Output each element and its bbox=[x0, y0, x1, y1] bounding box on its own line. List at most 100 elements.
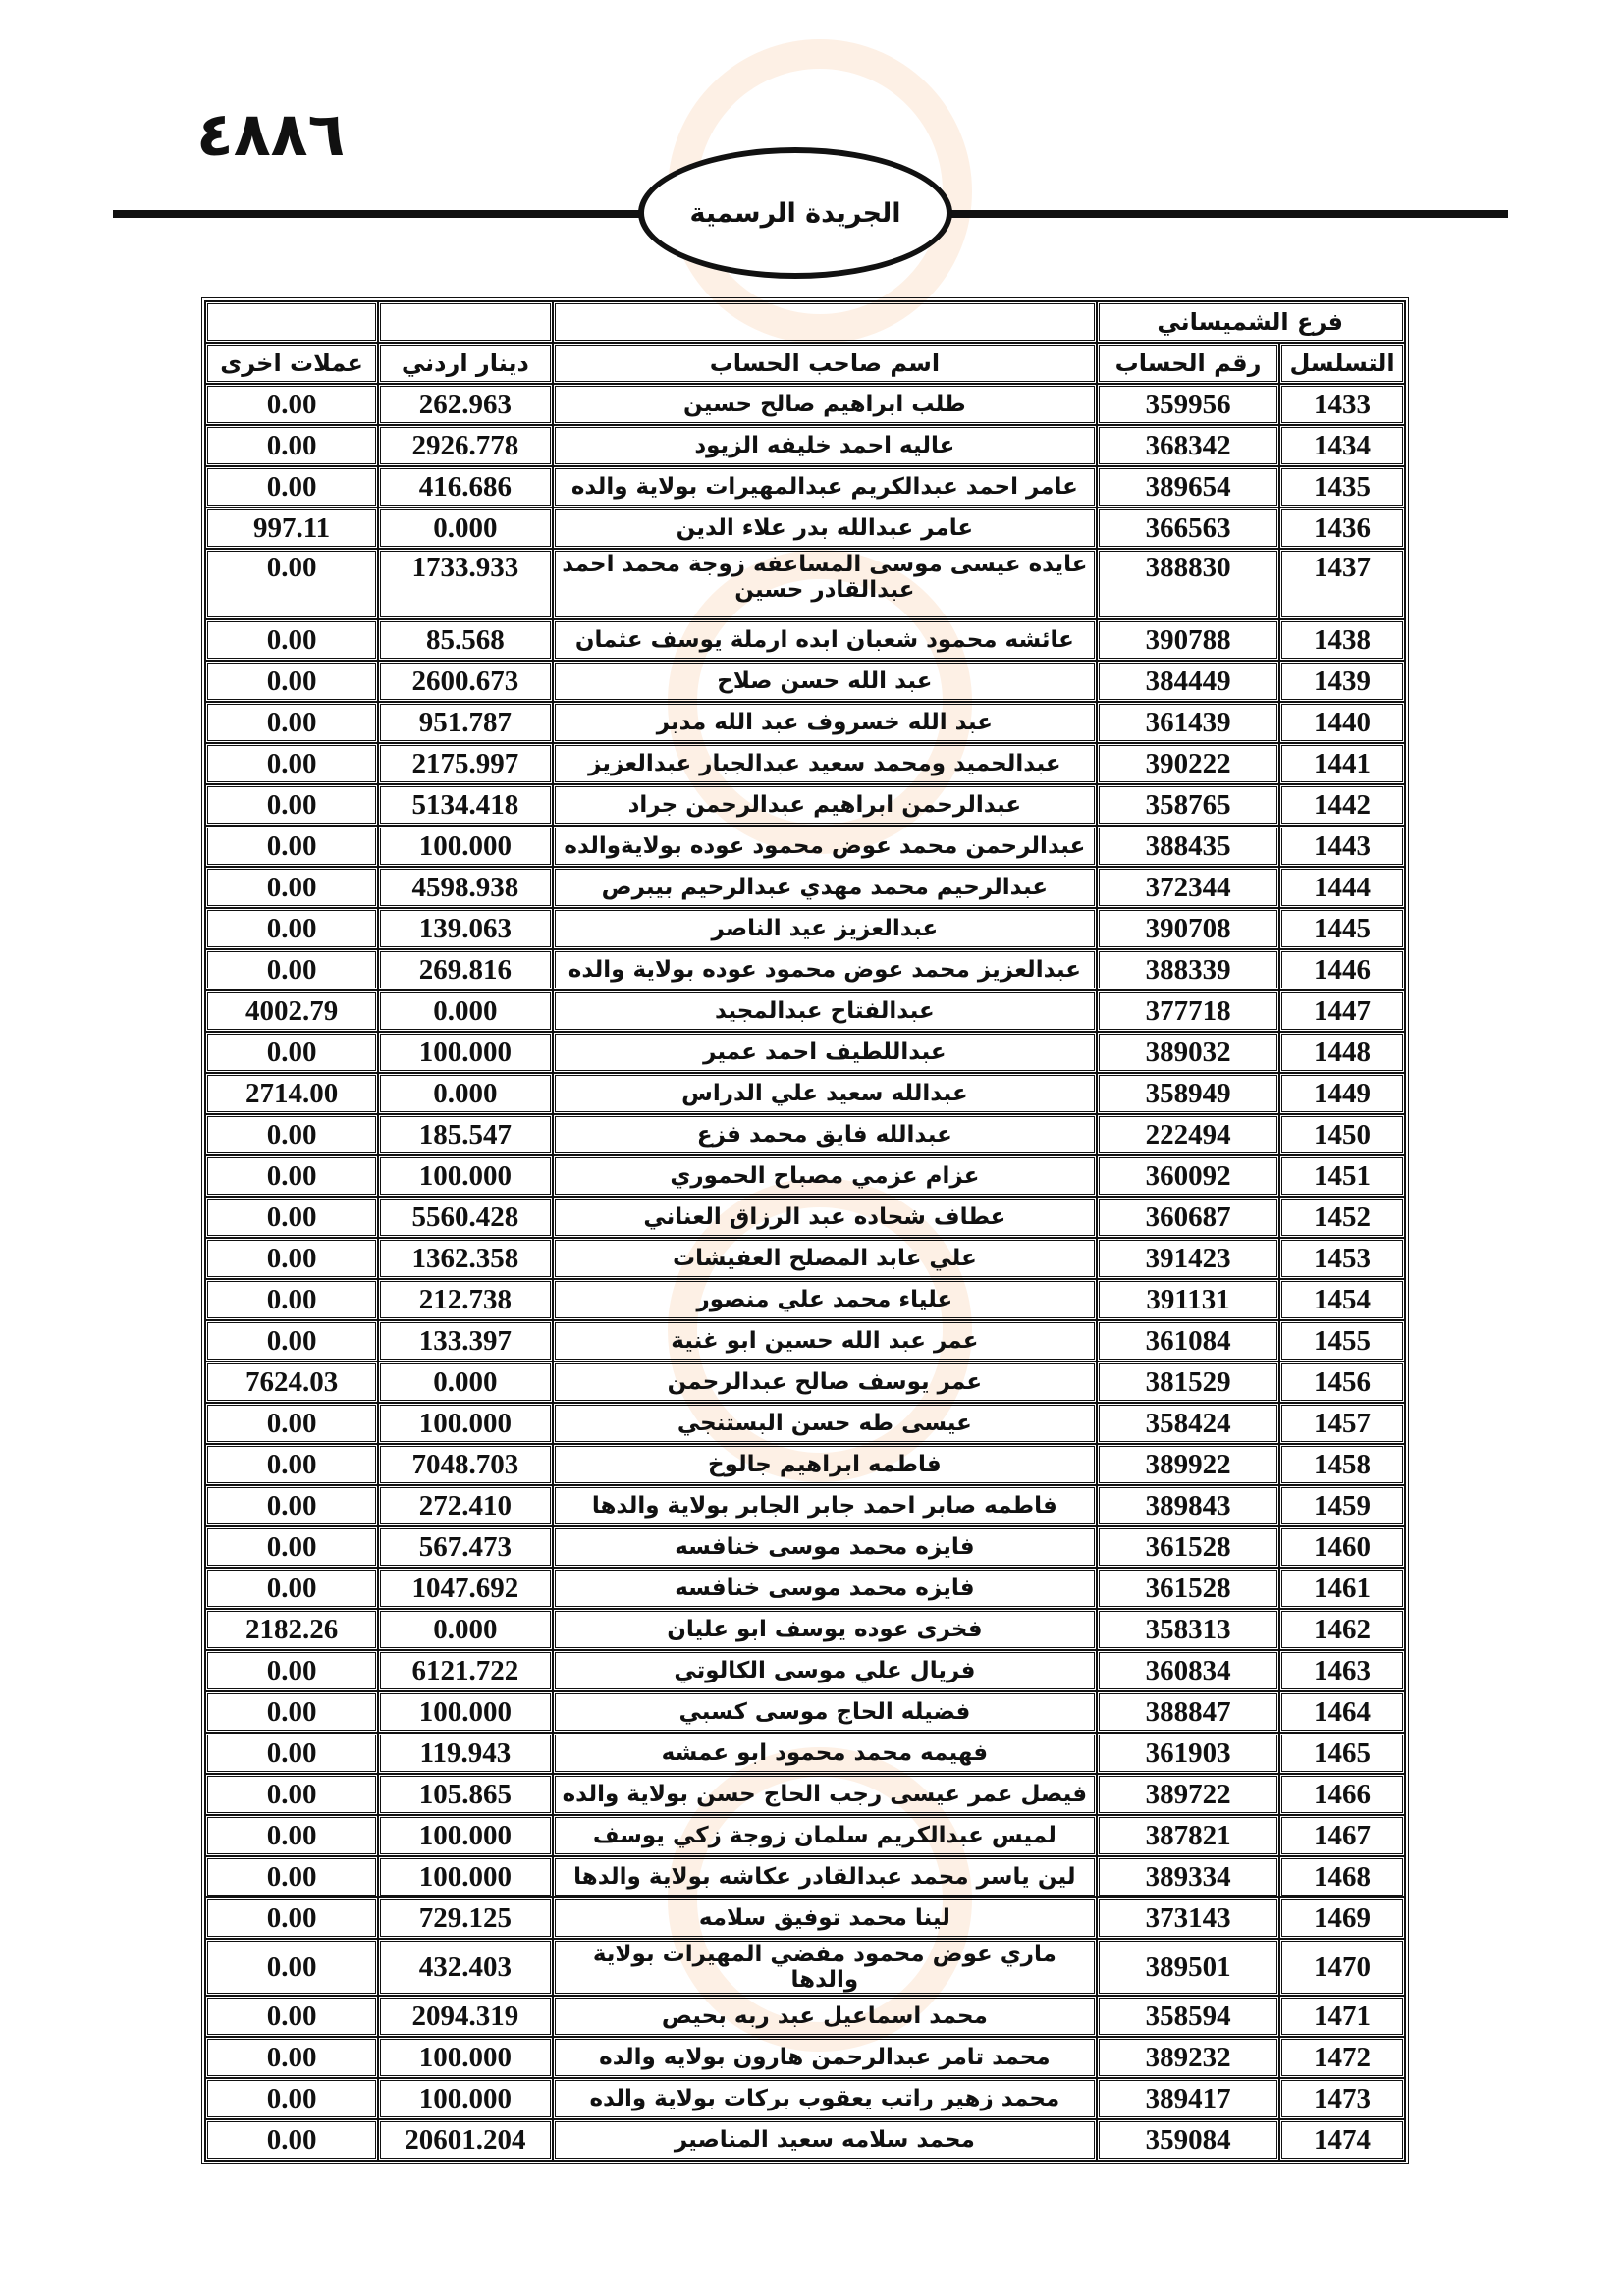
empty-cell bbox=[378, 301, 553, 343]
header-jod: دينار اردني bbox=[378, 343, 553, 384]
cell-account: 360834 bbox=[1097, 1650, 1280, 1691]
table-row: 1435 389654 عامر احمد عبدالكريم عبدالمهيرا… bbox=[205, 466, 1405, 507]
cell-serial: 1462 bbox=[1279, 1609, 1405, 1650]
cell-account: 389501 bbox=[1097, 1939, 1280, 1996]
cell-account: 361084 bbox=[1097, 1320, 1280, 1362]
cell-jod: 20601.204 bbox=[378, 2119, 553, 2161]
cell-serial: 1456 bbox=[1279, 1362, 1405, 1403]
cell-serial: 1443 bbox=[1279, 826, 1405, 867]
cell-name: محمد سلامه سعيد المناصير bbox=[552, 2119, 1098, 2161]
table-row: 1433 359956 طلب ابراهيم صالح حسين 262.963 0.… bbox=[205, 384, 1405, 425]
cell-name: عبدالفتاح عبدالمجيد bbox=[552, 990, 1098, 1032]
masthead-title: الجريدة الرسمية bbox=[689, 197, 901, 229]
cell-name: فاطمه ابراهيم جالوخ bbox=[552, 1444, 1098, 1485]
cell-other: 0.00 bbox=[205, 1939, 379, 1996]
cell-name: ماري عوض محمود مفضي المهيرات بولاية والد… bbox=[552, 1939, 1098, 1996]
cell-account: 381529 bbox=[1097, 1362, 1280, 1403]
cell-other: 0.00 bbox=[205, 466, 379, 507]
cell-other: 0.00 bbox=[205, 784, 379, 826]
cell-jod: 100.000 bbox=[378, 1691, 553, 1733]
cell-name: عيسى طه حسن البستنجي bbox=[552, 1403, 1098, 1444]
cell-serial: 1468 bbox=[1279, 1856, 1405, 1897]
cell-other: 0.00 bbox=[205, 743, 379, 784]
header-serial: التسلسل bbox=[1279, 343, 1405, 384]
table-row: 1455 361084 عمر عبد الله حسين ابو غنية 133.… bbox=[205, 1320, 1405, 1362]
table-row: 1447 377718 عبدالفتاح عبدالمجيد 0.000 4002.7… bbox=[205, 990, 1405, 1032]
cell-serial: 1472 bbox=[1279, 2037, 1405, 2078]
cell-account: 390708 bbox=[1097, 908, 1280, 949]
cell-account: 373143 bbox=[1097, 1897, 1280, 1939]
cell-account: 389417 bbox=[1097, 2078, 1280, 2119]
cell-jod: 105.865 bbox=[378, 1774, 553, 1815]
cell-other: 0.00 bbox=[205, 826, 379, 867]
table-row: 1468 389334 لين ياسر محمد عبدالقادر عكاشه … bbox=[205, 1856, 1405, 1897]
cell-serial: 1433 bbox=[1279, 384, 1405, 425]
cell-jod: 1047.692 bbox=[378, 1568, 553, 1609]
cell-other: 0.00 bbox=[205, 1279, 379, 1320]
branch-name: فرع الشميساني bbox=[1097, 301, 1405, 343]
cell-serial: 1470 bbox=[1279, 1939, 1405, 1996]
cell-serial: 1438 bbox=[1279, 619, 1405, 661]
cell-jod: 432.403 bbox=[378, 1939, 553, 1996]
cell-jod: 100.000 bbox=[378, 1032, 553, 1073]
cell-jod: 100.000 bbox=[378, 2078, 553, 2119]
cell-serial: 1446 bbox=[1279, 949, 1405, 990]
cell-name: عطاف شحاده عبد الرزاق العناني bbox=[552, 1197, 1098, 1238]
cell-jod: 5560.428 bbox=[378, 1197, 553, 1238]
cell-name: عبداللطيف احمد عمير bbox=[552, 1032, 1098, 1073]
cell-name: علي عابد المصلح العفيشات bbox=[552, 1238, 1098, 1279]
cell-jod: 212.738 bbox=[378, 1279, 553, 1320]
cell-jod: 1362.358 bbox=[378, 1238, 553, 1279]
cell-account: 359084 bbox=[1097, 2119, 1280, 2161]
cell-other: 0.00 bbox=[205, 2078, 379, 2119]
cell-account: 377718 bbox=[1097, 990, 1280, 1032]
masthead-oval: الجريدة الرسمية bbox=[638, 147, 952, 279]
page-number: ٤٨٨٦ bbox=[196, 98, 346, 170]
cell-name: عايده عيسى موسى المساعفه زوجة محمد احمد … bbox=[552, 549, 1098, 619]
cell-other: 0.00 bbox=[205, 949, 379, 990]
cell-account: 361903 bbox=[1097, 1733, 1280, 1774]
cell-serial: 1434 bbox=[1279, 425, 1405, 466]
cell-account: 358949 bbox=[1097, 1073, 1280, 1114]
cell-other: 0.00 bbox=[205, 619, 379, 661]
accounts-table: فرع الشميساني التسلسل رقم الحساب اسم صاح… bbox=[201, 297, 1409, 2164]
cell-name: عبدالحميد ومحمد سعيد عبدالجبار عبدالعزيز bbox=[552, 743, 1098, 784]
cell-jod: 100.000 bbox=[378, 1815, 553, 1856]
cell-name: فاطمه صابر احمد جابر الجابر بولاية والده… bbox=[552, 1485, 1098, 1526]
cell-serial: 1463 bbox=[1279, 1650, 1405, 1691]
header-account: رقم الحساب bbox=[1097, 343, 1280, 384]
empty-cell bbox=[205, 301, 379, 343]
cell-other: 0.00 bbox=[205, 1032, 379, 1073]
cell-name: فيصل عمر عيسى رجب الحاج حسن بولاية والده bbox=[552, 1774, 1098, 1815]
table-row: 1465 361903 فهيمه محمد محمود ابو عمشه 119.9… bbox=[205, 1733, 1405, 1774]
cell-other: 2714.00 bbox=[205, 1073, 379, 1114]
table-row: 1443 388435 عبدالرحمن محمد عوض محمود عوده … bbox=[205, 826, 1405, 867]
cell-jod: 2094.319 bbox=[378, 1996, 553, 2037]
cell-name: عبدالله سعيد علي الدراس bbox=[552, 1073, 1098, 1114]
cell-account: 384449 bbox=[1097, 661, 1280, 702]
table-row: 1457 358424 عيسى طه حسن البستنجي 100.000 0.0… bbox=[205, 1403, 1405, 1444]
table-row: 1458 389922 فاطمه ابراهيم جالوخ 7048.703 0.0… bbox=[205, 1444, 1405, 1485]
cell-serial: 1444 bbox=[1279, 867, 1405, 908]
cell-jod: 729.125 bbox=[378, 1897, 553, 1939]
cell-other: 0.00 bbox=[205, 1320, 379, 1362]
cell-jod: 951.787 bbox=[378, 702, 553, 743]
cell-name: لينا محمد توفيق سلامه bbox=[552, 1897, 1098, 1939]
table-row: 1456 381529 عمر يوسف صالح عبدالرحمن 0.000 76… bbox=[205, 1362, 1405, 1403]
cell-jod: 133.397 bbox=[378, 1320, 553, 1362]
cell-jod: 185.547 bbox=[378, 1114, 553, 1155]
header-other: عملات اخرى bbox=[205, 343, 379, 384]
cell-serial: 1436 bbox=[1279, 507, 1405, 549]
cell-other: 0.00 bbox=[205, 1485, 379, 1526]
cell-name: عبد الله حسن صلاح bbox=[552, 661, 1098, 702]
table-row: 1438 390788 عائشه محمود شعبان ابده ارملة ي… bbox=[205, 619, 1405, 661]
cell-name: لميس عبدالكريم سلمان زوجة زكي يوسف bbox=[552, 1815, 1098, 1856]
cell-account: 358313 bbox=[1097, 1609, 1280, 1650]
cell-name: عبدالعزيز محمد عوض محمود عوده بولاية وال… bbox=[552, 949, 1098, 990]
table-row: 1449 358949 عبدالله سعيد علي الدراس 0.000 27… bbox=[205, 1073, 1405, 1114]
cell-account: 391131 bbox=[1097, 1279, 1280, 1320]
cell-other: 0.00 bbox=[205, 1815, 379, 1856]
cell-name: محمد زهير راتب يعقوب بركات بولاية والده bbox=[552, 2078, 1098, 2119]
cell-jod: 100.000 bbox=[378, 826, 553, 867]
cell-name: فضيله الحاج موسى كسبي bbox=[552, 1691, 1098, 1733]
